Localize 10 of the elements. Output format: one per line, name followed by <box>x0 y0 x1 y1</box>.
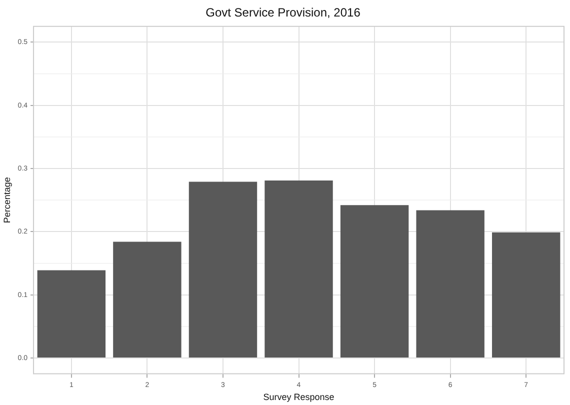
y-axis-title: Percentage <box>2 177 12 224</box>
bar <box>492 232 560 358</box>
bar <box>416 210 484 358</box>
bar <box>113 242 182 358</box>
bar <box>37 270 106 358</box>
bar <box>264 180 333 358</box>
bar <box>340 205 409 358</box>
x-axis-title: Survey Response <box>263 392 334 402</box>
chart-title: Govt Service Provision, 2016 <box>206 6 361 20</box>
bar <box>188 182 258 358</box>
